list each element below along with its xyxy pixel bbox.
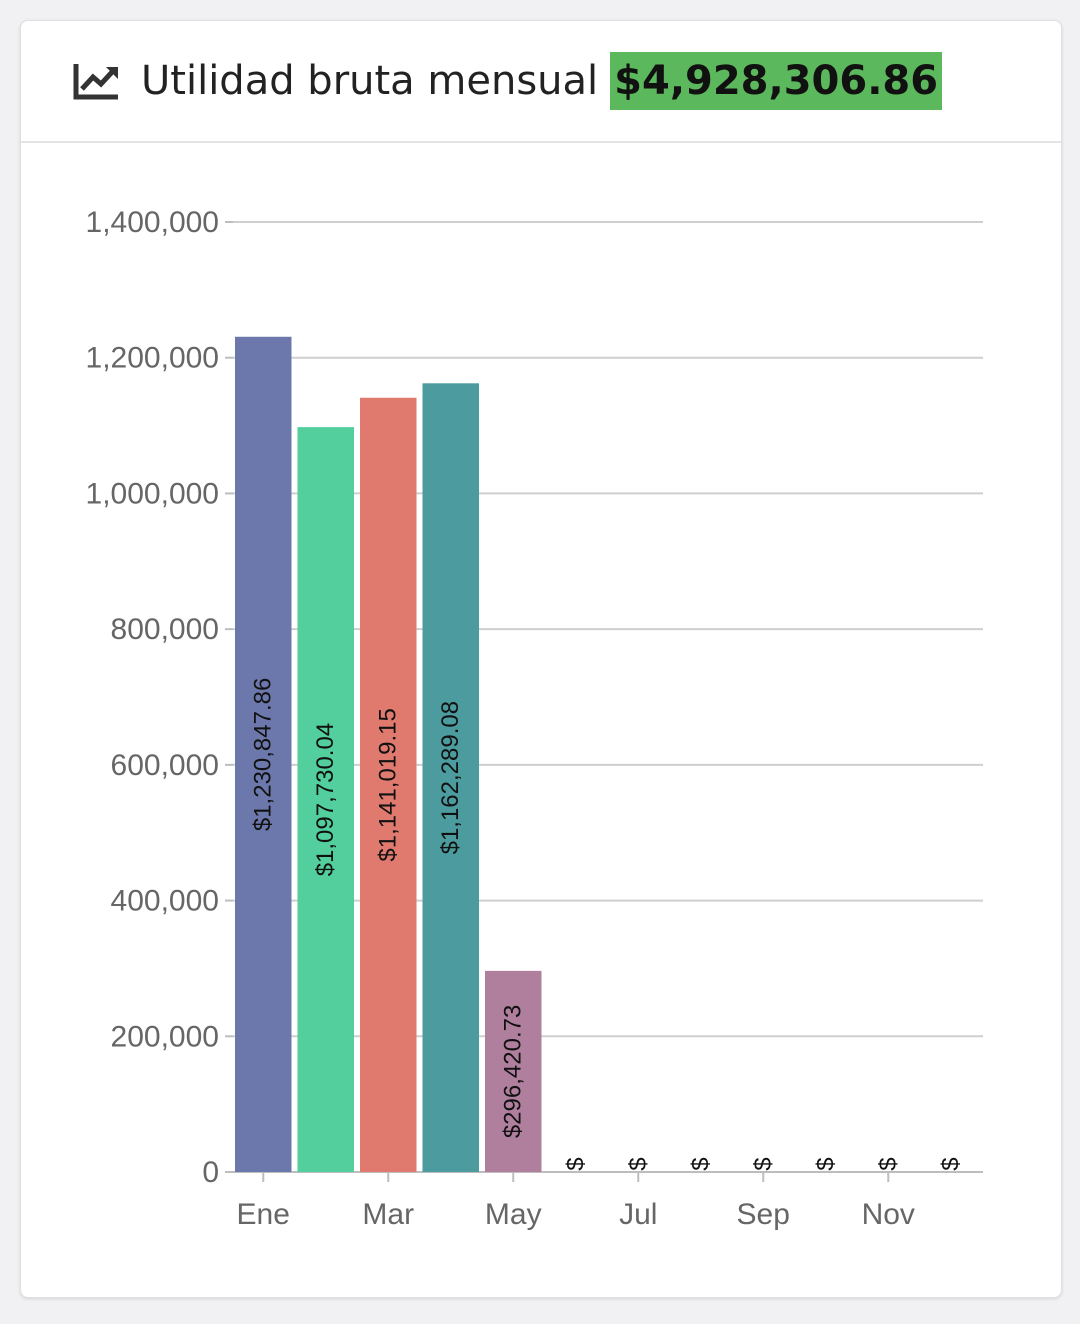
card-header: Utilidad bruta mensual $4,928,306.86 <box>21 21 1061 143</box>
x-tick-label: May <box>485 1198 542 1231</box>
trending-up-icon <box>73 64 118 100</box>
x-tick-label: Jul <box>619 1198 657 1231</box>
y-tick-label: 1,400,000 <box>86 206 219 239</box>
x-tick-label: Mar <box>362 1198 414 1231</box>
bar <box>485 970 542 1172</box>
bar-data-label: $1,097,730.04 <box>312 723 339 876</box>
chart-card: Utilidad bruta mensual $4,928,306.86 0 20… <box>20 20 1062 1298</box>
y-tick-label: 1,000,000 <box>86 477 219 510</box>
bar-chart: 0 200,000 400,000 600,000 800,000 1,000,000 1,… <box>86 206 983 1231</box>
bar-data-label: $1,162,289.08 <box>437 701 464 854</box>
bar-data-label: $ <box>875 1157 902 1170</box>
total-badge: $4,928,306.86 <box>610 52 943 110</box>
chart-title: Utilidad bruta mensual <box>141 58 599 104</box>
y-tick-label: 200,000 <box>111 1020 219 1053</box>
bar <box>360 397 417 1172</box>
bar <box>297 427 354 1172</box>
bar-data-label: $ <box>625 1157 652 1170</box>
bar <box>422 383 479 1172</box>
bar-data-label: $1,141,019.15 <box>375 708 402 861</box>
x-tick-label: Nov <box>862 1198 915 1231</box>
bar-data-label: $ <box>562 1157 589 1170</box>
y-tick-label: 400,000 <box>111 885 219 918</box>
bar-data-label: $296,420.73 <box>500 1005 527 1138</box>
bar-data-label: $1,230,847.86 <box>250 678 277 831</box>
y-tick-label: 1,200,000 <box>86 342 219 375</box>
y-tick-label: 0 <box>202 1156 219 1189</box>
bar-data-label: $ <box>937 1157 964 1170</box>
bar-data-label: $ <box>687 1157 714 1170</box>
y-tick-label: 800,000 <box>111 613 219 646</box>
bar-data-label: $ <box>812 1157 839 1170</box>
x-tick-label: Ene <box>237 1198 290 1231</box>
bar-data-label: $ <box>750 1157 777 1170</box>
page-title: Utilidad bruta mensual $4,928,306.86 <box>141 21 943 141</box>
y-tick-label: 600,000 <box>111 749 219 782</box>
bar <box>235 336 292 1172</box>
x-tick-label: Sep <box>737 1198 790 1231</box>
